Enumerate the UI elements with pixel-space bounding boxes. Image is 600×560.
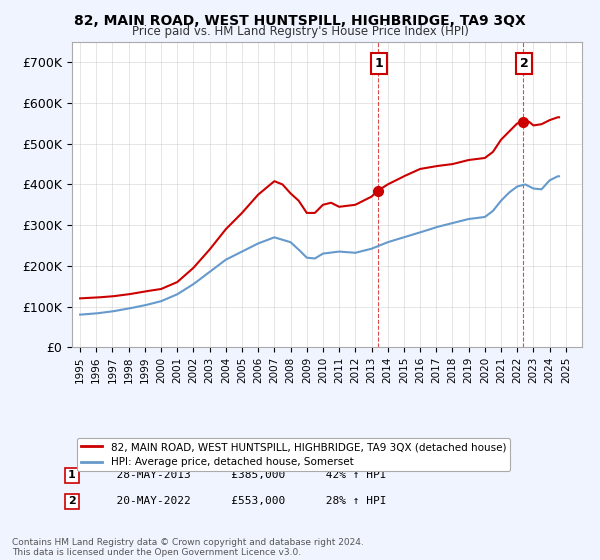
Text: 1: 1 xyxy=(374,57,383,70)
Text: 2: 2 xyxy=(520,57,529,70)
Text: 82, MAIN ROAD, WEST HUNTSPILL, HIGHBRIDGE, TA9 3QX: 82, MAIN ROAD, WEST HUNTSPILL, HIGHBRIDG… xyxy=(74,14,526,28)
Text: 2: 2 xyxy=(68,496,76,506)
Text: 1: 1 xyxy=(68,470,76,480)
Text: 20-MAY-2022      £553,000      28% ↑ HPI: 20-MAY-2022 £553,000 28% ↑ HPI xyxy=(103,496,386,506)
Text: Price paid vs. HM Land Registry's House Price Index (HPI): Price paid vs. HM Land Registry's House … xyxy=(131,25,469,38)
Text: Contains HM Land Registry data © Crown copyright and database right 2024.
This d: Contains HM Land Registry data © Crown c… xyxy=(12,538,364,557)
Text: 28-MAY-2013      £385,000      42% ↑ HPI: 28-MAY-2013 £385,000 42% ↑ HPI xyxy=(103,470,386,480)
Legend: 82, MAIN ROAD, WEST HUNTSPILL, HIGHBRIDGE, TA9 3QX (detached house), HPI: Averag: 82, MAIN ROAD, WEST HUNTSPILL, HIGHBRIDG… xyxy=(77,438,510,472)
